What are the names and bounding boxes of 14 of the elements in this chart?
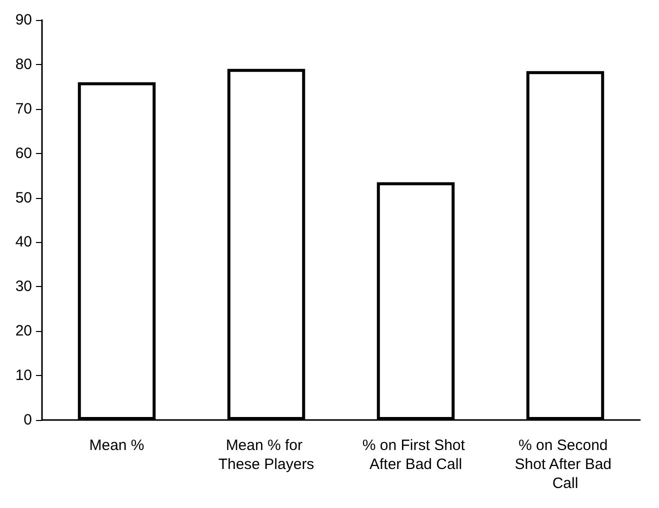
y-tick-label: 0 [24, 412, 32, 428]
x-tick-label: % on First Shot After Bad Call [362, 437, 470, 473]
x-tick-label: Mean % [89, 437, 144, 454]
y-tick-label: 40 [15, 234, 32, 251]
y-tick-label: 50 [15, 189, 32, 206]
x-tick-label: Mean % for These Players [218, 437, 314, 473]
x-tick-label: % on Second Shot After Bad Call [514, 437, 616, 492]
y-tick-label: 30 [15, 278, 32, 296]
y-tick-label: 10 [15, 367, 32, 384]
y-tick-label: 20 [15, 322, 32, 340]
y-tick-label: 60 [15, 144, 32, 162]
y-tick-label: 80 [15, 56, 32, 73]
y-tick-label: 70 [15, 100, 32, 118]
y-tick-label: 90 [15, 12, 32, 28]
